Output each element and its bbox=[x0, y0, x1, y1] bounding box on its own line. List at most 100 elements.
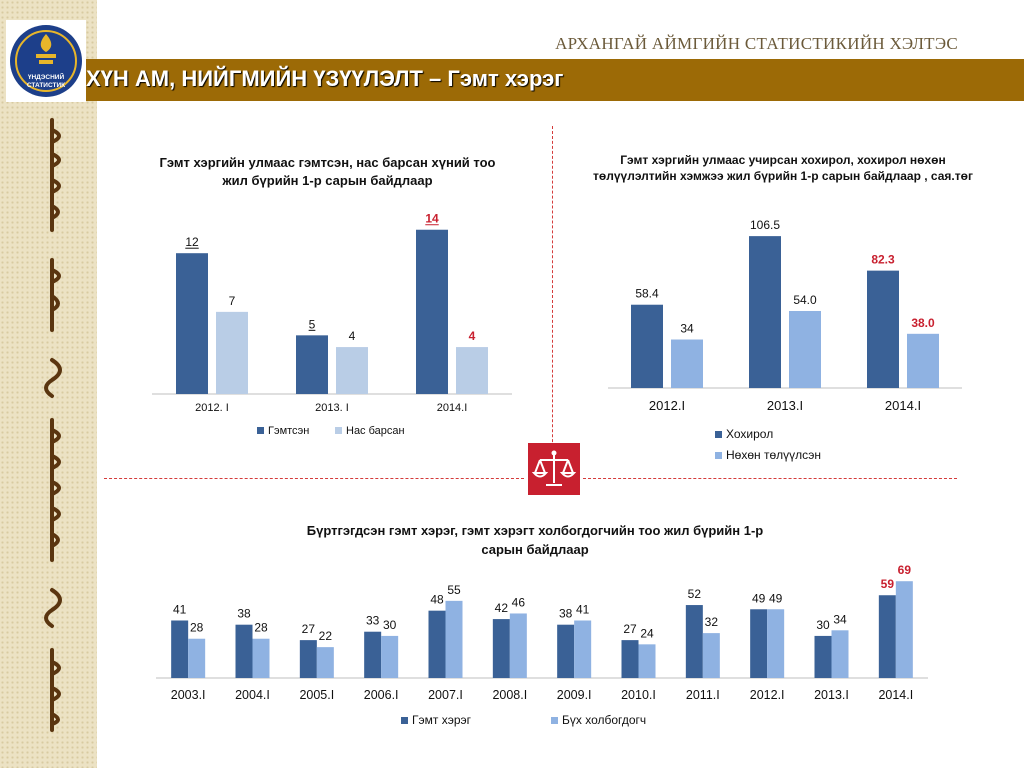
chart1-data-label: 5 bbox=[309, 317, 316, 331]
chart2-data-label: 82.3 bbox=[871, 253, 895, 267]
chart3-tick-label: 2010.I bbox=[621, 688, 656, 702]
chart3-tick-label: 2006.I bbox=[364, 688, 399, 702]
chart3-bar bbox=[557, 624, 575, 678]
chart3-tick-label: 2005.I bbox=[299, 688, 334, 702]
chart2-tick-label: 2014.I bbox=[885, 398, 921, 413]
chart3-bar bbox=[895, 581, 913, 678]
chart3-legend-label: Бүх холбогдогч bbox=[562, 713, 646, 727]
chart3-bar bbox=[702, 633, 720, 678]
chart3-bar bbox=[878, 595, 896, 678]
chart3-tick-label: 2004.I bbox=[235, 688, 270, 702]
chart3-tick-label: 2003.I bbox=[171, 688, 206, 702]
chart1-legend-label: Гэмтсэн bbox=[268, 425, 309, 437]
chart3-bar bbox=[445, 600, 463, 678]
chart2-data-label: 58.4 bbox=[635, 287, 659, 301]
chart3-data-label: 46 bbox=[512, 595, 526, 609]
chart3-legend-swatch bbox=[551, 717, 558, 724]
chart2-data-label: 106.5 bbox=[750, 218, 780, 232]
chart1-tick-label: 2012. I bbox=[195, 402, 229, 414]
chart3-bar bbox=[767, 609, 785, 678]
chart3-legend-swatch bbox=[401, 717, 408, 724]
chart3-bar bbox=[831, 630, 849, 678]
chart2-data-label: 38.0 bbox=[911, 316, 935, 330]
chart1-bar bbox=[296, 335, 328, 394]
chart2-bar bbox=[671, 339, 703, 388]
chart3-title: Бүртгэгдсэн гэмт хэрэг, гэмт хэрэгт холб… bbox=[306, 523, 764, 557]
chart3-data-label: 32 bbox=[705, 615, 719, 629]
chart2-bar bbox=[631, 304, 663, 388]
chart3-bar bbox=[814, 635, 832, 678]
chart2-tick-label: 2013.I bbox=[767, 398, 803, 413]
chart2-tick-label: 2012.I bbox=[649, 398, 685, 413]
chart3-bar bbox=[492, 619, 510, 678]
chart2-legend-label: Нөхөн төлүүлсэн bbox=[726, 448, 821, 462]
chart3-data-label: 34 bbox=[833, 612, 847, 626]
chart2-bar bbox=[789, 310, 821, 388]
chart1-data-label: 4 bbox=[469, 329, 476, 343]
chart3-tick-label: 2012.I bbox=[750, 688, 785, 702]
organization-name: АРХАНГАЙ АЙМГИЙН СТАТИСТИКИЙН ХЭЛТЭС bbox=[555, 34, 958, 53]
chart1-data-label: 12 bbox=[185, 235, 199, 249]
chart3-data-label: 52 bbox=[688, 587, 702, 601]
chart3-bar bbox=[171, 620, 189, 678]
chart3-bar bbox=[621, 640, 639, 678]
chart3-data-label: 41 bbox=[173, 602, 187, 616]
chart3-bar bbox=[381, 635, 399, 678]
chart3-data-label: 49 bbox=[769, 591, 783, 605]
chart3-bar bbox=[509, 613, 527, 678]
chart3-bar bbox=[188, 638, 206, 678]
chart3-data-label: 24 bbox=[640, 626, 654, 640]
chart3-bar bbox=[685, 605, 703, 678]
chart3-data-label: 27 bbox=[302, 622, 316, 636]
chart2-legend-label: Хохирол bbox=[726, 427, 773, 441]
chart2-data-label: 34 bbox=[680, 322, 694, 336]
chart3-data-label: 33 bbox=[366, 614, 380, 628]
horizontal-divider-left bbox=[104, 478, 524, 479]
chart3-data-label: 55 bbox=[447, 583, 461, 597]
chart3-data-label: 48 bbox=[430, 593, 444, 607]
chart3-bar bbox=[299, 640, 317, 678]
chart1-bar bbox=[176, 253, 208, 394]
chart1-bar bbox=[216, 311, 248, 394]
chart3-bar bbox=[364, 631, 382, 678]
chart1-tick-label: 2013. I bbox=[315, 402, 349, 414]
chart3-data-label: 28 bbox=[190, 621, 204, 635]
chart1-data-label: 7 bbox=[229, 294, 236, 308]
chart3-data-label: 59 bbox=[881, 577, 895, 591]
logo-text-line1: ҮНДЭСНИЙ bbox=[28, 72, 65, 81]
vertical-divider bbox=[552, 126, 553, 472]
chart1-title: Гэмт хэргийн улмаас гэмтсэн, нас барсан … bbox=[159, 155, 496, 188]
logo-text-line2: СТАТИСТИК bbox=[27, 82, 65, 89]
page-title: ХҮН АМ, НИЙГМИЙН ҮЗҮҮЛЭЛТ – Гэмт хэрэг bbox=[86, 66, 564, 91]
chart3-bar bbox=[750, 609, 768, 678]
chart2-bar bbox=[867, 270, 899, 388]
chart2-title: Гэмт хэргийн улмаас учирсан хохирол, хох… bbox=[593, 153, 973, 183]
chart1-bar bbox=[416, 229, 448, 394]
chart3-tick-label: 2011.I bbox=[686, 688, 720, 702]
chart1-tick-label: 2014.I bbox=[437, 402, 468, 414]
chart3-data-label: 49 bbox=[752, 591, 766, 605]
chart3-data-label: 69 bbox=[898, 563, 912, 577]
chart3-tick-label: 2008.I bbox=[492, 688, 527, 702]
national-statistics-logo: ҮНДЭСНИЙ СТАТИСТИК bbox=[6, 20, 86, 102]
chart2-legend-swatch bbox=[715, 431, 722, 438]
chart2-legend-swatch bbox=[715, 452, 722, 459]
chart3-data-label: 30 bbox=[816, 618, 830, 632]
chart3-tick-label: 2009.I bbox=[557, 688, 592, 702]
chart1-data-label: 4 bbox=[349, 329, 356, 343]
mongolian-script-motto bbox=[44, 118, 62, 732]
chart3-legend-label: Гэмт хэрэг bbox=[412, 713, 472, 727]
chart2-data-label: 54.0 bbox=[793, 293, 817, 307]
chart3-bar bbox=[252, 638, 270, 678]
chart3-data-label: 42 bbox=[495, 601, 509, 615]
chart3-data-label: 30 bbox=[383, 618, 397, 632]
chart1-bar bbox=[456, 347, 488, 394]
chart3-bar bbox=[235, 624, 253, 678]
chart3-tick-label: 2007.I bbox=[428, 688, 463, 702]
chart3-bar bbox=[574, 620, 592, 678]
chart1-legend-swatch bbox=[335, 427, 342, 434]
chart3-tick-label: 2014.I bbox=[878, 688, 913, 702]
chart2-bar bbox=[749, 236, 781, 388]
chart1-bar bbox=[336, 347, 368, 394]
chart2-bar bbox=[907, 333, 939, 388]
